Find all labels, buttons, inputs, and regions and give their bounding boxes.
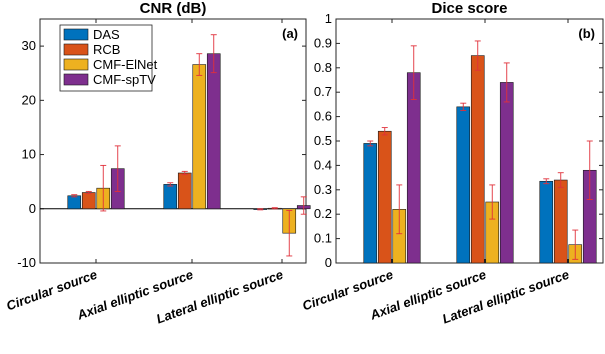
y-tick-label: 0.7	[314, 84, 332, 99]
bar-cmf-sptv-0	[406, 72, 421, 264]
bar-das-1	[456, 106, 471, 264]
chart-title: Dice score	[432, 0, 508, 17]
error-bar-das-0	[367, 140, 374, 147]
y-tick-label: 0.1	[314, 231, 332, 246]
y-tick-label: 10	[22, 147, 36, 162]
legend-label: CMF-ElNet	[93, 57, 158, 72]
error-bar-cmf-sptv-1	[503, 62, 510, 103]
y-tick-label: 0.3	[314, 182, 332, 197]
y-tick-label: 0.4	[314, 157, 332, 172]
bar-rcb-0	[377, 130, 392, 264]
error-bar-rcb-2	[271, 207, 278, 210]
bar-rcb-0	[81, 192, 96, 210]
error-bar-cmf-elnet-0	[396, 184, 403, 235]
legend-label: DAS	[93, 27, 120, 42]
y-tick-label: -10	[17, 255, 36, 270]
error-bar-rcb-2	[557, 172, 564, 188]
error-bar-cmf-sptv-2	[300, 196, 307, 215]
y-tick-label: 30	[22, 38, 36, 53]
bar-rcb-2	[553, 179, 568, 264]
legend-swatch-cmf-elnet	[63, 58, 89, 71]
legend-label: CMF-spTV	[93, 72, 156, 87]
error-bar-cmf-sptv-0	[114, 145, 121, 192]
bar-rcb-1	[470, 55, 485, 264]
chart-title: CNR (dB)	[140, 0, 207, 17]
legend-swatch-das	[63, 28, 89, 41]
y-tick-label: 0	[325, 255, 332, 270]
panel-label: (a)	[282, 26, 298, 41]
error-bar-cmf-elnet-2	[286, 209, 293, 257]
error-bar-rcb-1	[181, 170, 188, 176]
error-bar-rcb-1	[474, 40, 481, 71]
y-tick-label: 0.8	[314, 60, 332, 75]
y-tick-label: 0.5	[314, 133, 332, 148]
y-tick-label: 0	[29, 201, 36, 216]
y-tick-label: 0.6	[314, 109, 332, 124]
error-bar-das-1	[167, 182, 174, 187]
error-bar-rcb-0	[85, 190, 92, 195]
error-bar-das-2	[257, 208, 264, 211]
bar-das-0	[67, 195, 82, 210]
panel-label: (b)	[578, 26, 595, 41]
bar-das-1	[163, 184, 178, 210]
bar-rcb-1	[177, 172, 192, 210]
error-bar-das-1	[460, 102, 467, 111]
error-bar-cmf-elnet-1	[489, 184, 496, 220]
error-bar-das-0	[71, 194, 78, 198]
error-bar-das-2	[543, 178, 550, 185]
error-bar-cmf-elnet-0	[100, 164, 107, 212]
error-bar-rcb-0	[381, 127, 388, 136]
error-bar-cmf-elnet-2	[572, 229, 579, 260]
bar-cmf-elnet-1	[192, 64, 207, 210]
bar-cmf-sptv-1	[499, 82, 514, 264]
bar-cmf-sptv-1	[206, 53, 221, 210]
error-bar-cmf-sptv-2	[586, 140, 593, 201]
legend-swatch-cmf-sptv	[63, 73, 89, 86]
y-tick-label: 0.2	[314, 206, 332, 221]
legend-swatch-rcb	[63, 43, 89, 56]
y-tick-label: 20	[22, 92, 36, 107]
y-tick-label: 0.9	[314, 35, 332, 50]
bar-das-2	[539, 180, 554, 264]
error-bar-cmf-sptv-0	[410, 45, 417, 100]
legend-label: RCB	[93, 42, 120, 57]
error-bar-cmf-elnet-1	[196, 53, 203, 76]
error-bar-cmf-sptv-1	[210, 34, 217, 74]
chart-panel-b: Dice score00.10.20.30.40.50.60.70.80.91C…	[300, 0, 604, 327]
y-tick-label: 1	[325, 11, 332, 26]
bar-das-0	[363, 143, 378, 264]
